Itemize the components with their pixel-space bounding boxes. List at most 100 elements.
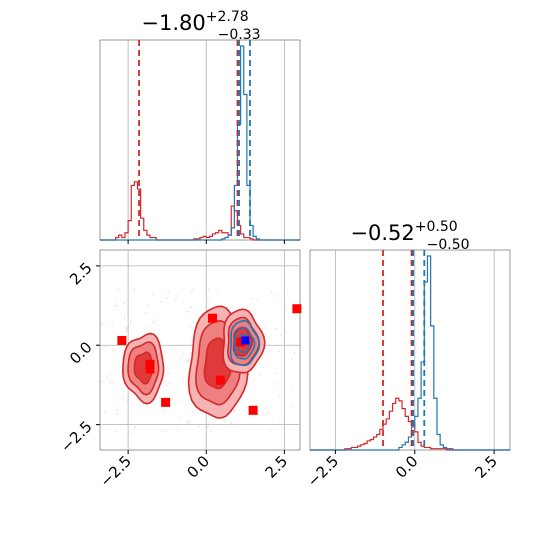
scatter-point	[259, 373, 262, 375]
scatter-point	[145, 325, 148, 327]
x-tick-label: −2.5	[96, 452, 134, 490]
red-marker	[215, 375, 225, 385]
blue-marker	[241, 336, 250, 345]
scatter-point	[207, 425, 209, 428]
scatter-point	[163, 381, 166, 383]
scatter-point	[276, 383, 279, 385]
scatter-point	[108, 373, 111, 375]
scatter-point	[284, 307, 287, 310]
scatter-point	[115, 298, 117, 300]
scatter-point	[126, 327, 128, 330]
scatter-point	[117, 288, 119, 291]
scatter-point	[168, 372, 170, 375]
scatter-point	[114, 304, 117, 307]
scatter-point	[279, 418, 281, 420]
scatter-point	[293, 352, 296, 354]
histogram-series-0	[100, 181, 300, 241]
red-marker	[117, 335, 127, 345]
scatter-point	[188, 399, 190, 401]
x-tick-label: 2.5	[262, 452, 292, 482]
blue-contour-mid	[233, 326, 256, 360]
histogram-series-1	[310, 255, 510, 451]
scatter-point	[105, 345, 107, 348]
scatter-point	[179, 417, 182, 420]
blue-contour-outer	[229, 319, 261, 367]
scatter-point	[191, 410, 194, 413]
scatter-point	[145, 312, 147, 314]
scatter-point	[133, 289, 135, 291]
scatter-point	[100, 380, 103, 383]
histogram-series-1	[100, 45, 300, 241]
scatter-point	[267, 412, 270, 414]
red-marker	[208, 313, 217, 323]
scatter-point	[132, 427, 135, 430]
scatter-point	[124, 317, 126, 320]
scatter-point	[109, 381, 111, 384]
scatter-point	[126, 400, 129, 403]
scatter-point	[124, 326, 127, 329]
scatter-point	[125, 329, 128, 332]
red-marker	[161, 397, 171, 407]
scatter-point	[287, 291, 289, 294]
y-tick-label: 0.0	[66, 338, 96, 368]
title-param2: −0.52+0.50 −0.50	[350, 219, 469, 253]
scatter-point	[276, 294, 279, 297]
scatter-point	[216, 292, 219, 295]
scatter-point	[186, 310, 189, 313]
x-tick-label: 2.5	[471, 452, 501, 482]
scatter-point	[187, 359, 190, 361]
red-marker	[248, 405, 258, 415]
scatter-point	[290, 385, 292, 388]
joint-panel	[99, 249, 302, 451]
scatter-point	[291, 344, 294, 346]
scatter-point	[275, 327, 278, 330]
scatter-point	[234, 408, 237, 411]
x-tick-label: 0.0	[183, 452, 213, 482]
scatter-point	[187, 420, 190, 423]
scatter-point	[156, 319, 158, 321]
scatter-point	[165, 384, 168, 386]
scatter-point	[278, 394, 281, 397]
y-tick-label: −2.5	[57, 418, 95, 456]
marginal-panel-param1	[99, 39, 301, 241]
red-marker	[292, 304, 302, 314]
y-tick-label: 2.5	[66, 259, 96, 289]
scatter-point	[152, 293, 155, 296]
scatter-point	[291, 358, 293, 360]
scatter-point	[290, 405, 292, 408]
red-marker	[145, 364, 155, 374]
scatter-point	[283, 342, 285, 345]
scatter-point	[183, 352, 185, 355]
marginal-panel-param2	[309, 249, 511, 451]
scatter-point	[233, 410, 236, 412]
scatter-point	[165, 429, 167, 431]
scatter-point	[163, 410, 165, 412]
scatter-point	[192, 288, 195, 291]
x-tick-label: 0.0	[392, 452, 422, 482]
scatter-point	[106, 376, 108, 379]
scatter-point	[270, 291, 273, 294]
scatter-point	[109, 379, 112, 382]
histogram-series-0	[310, 397, 510, 451]
scatter-point	[122, 397, 124, 400]
scatter-point	[257, 413, 259, 415]
scatter-point	[249, 298, 252, 300]
scatter-point	[190, 292, 193, 294]
scatter-point	[112, 381, 114, 383]
red-marker	[145, 359, 155, 369]
scatter-point	[186, 360, 189, 363]
scatter-point	[190, 305, 193, 308]
scatter-point	[129, 320, 132, 323]
scatter-point	[166, 297, 169, 300]
scatter-point	[132, 433, 134, 435]
scatter-point	[111, 325, 113, 327]
scatter-point	[189, 325, 192, 328]
scatter-point	[210, 429, 212, 432]
scatter-point	[276, 372, 278, 375]
scatter-point	[189, 307, 191, 309]
scatter-point	[224, 420, 226, 423]
scatter-point	[115, 430, 118, 432]
scatter-point	[190, 352, 193, 355]
scatter-point	[198, 425, 200, 428]
